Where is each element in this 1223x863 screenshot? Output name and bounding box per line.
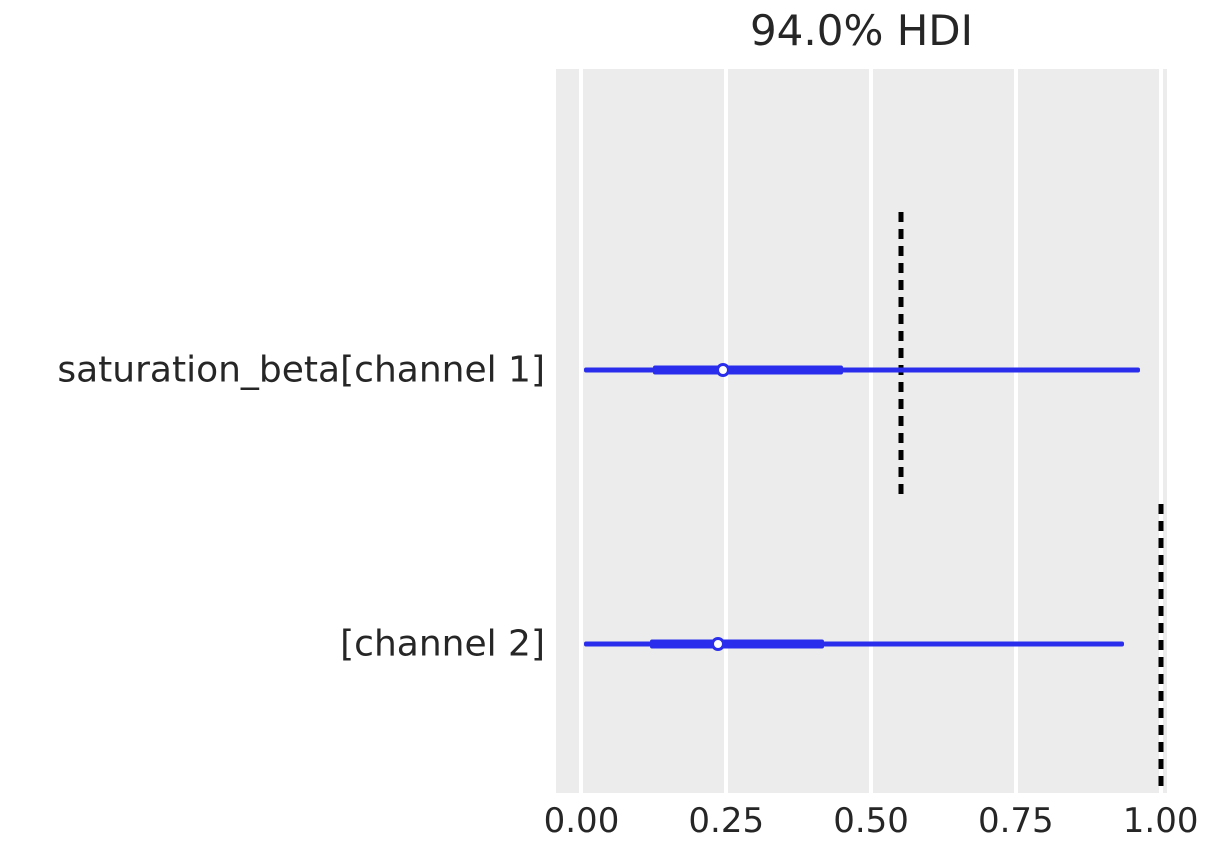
point-estimate-marker <box>710 636 725 651</box>
gridline <box>1158 69 1163 793</box>
hdi-line <box>584 641 1125 647</box>
interquartile-line <box>652 365 843 375</box>
interquartile-line <box>650 639 824 649</box>
x-tick-label: 0.50 <box>833 801 909 841</box>
chart-title: 94.0% HDI <box>749 6 974 55</box>
reference-dashed-line <box>1158 504 1164 793</box>
reference-dashed-line <box>898 211 904 497</box>
gridline <box>579 69 584 793</box>
gridline <box>869 69 874 793</box>
x-tick-label: 0.00 <box>543 801 620 841</box>
x-tick-label: 0.75 <box>977 801 1054 841</box>
hdi-line <box>584 367 1140 373</box>
plot-area <box>556 69 1167 793</box>
x-tick-label: 1.00 <box>1122 801 1199 841</box>
x-tick-label: 0.25 <box>688 801 765 841</box>
row-label: [channel 2] <box>340 623 545 665</box>
point-estimate-marker <box>716 363 731 378</box>
gridline <box>724 69 729 793</box>
gridline <box>1013 69 1018 793</box>
row-label: saturation_beta[channel 1] <box>57 349 545 391</box>
